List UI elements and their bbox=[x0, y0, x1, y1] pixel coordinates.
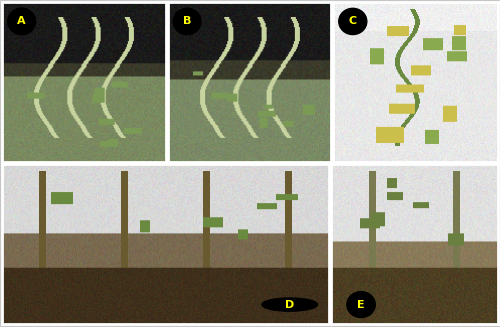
Ellipse shape bbox=[339, 8, 367, 35]
Ellipse shape bbox=[173, 8, 201, 35]
Text: C: C bbox=[348, 16, 357, 26]
Text: E: E bbox=[357, 300, 365, 310]
Text: A: A bbox=[18, 16, 26, 26]
Ellipse shape bbox=[347, 292, 376, 318]
Text: D: D bbox=[285, 300, 294, 310]
Text: B: B bbox=[183, 16, 192, 26]
Ellipse shape bbox=[262, 298, 318, 311]
Ellipse shape bbox=[8, 8, 36, 35]
